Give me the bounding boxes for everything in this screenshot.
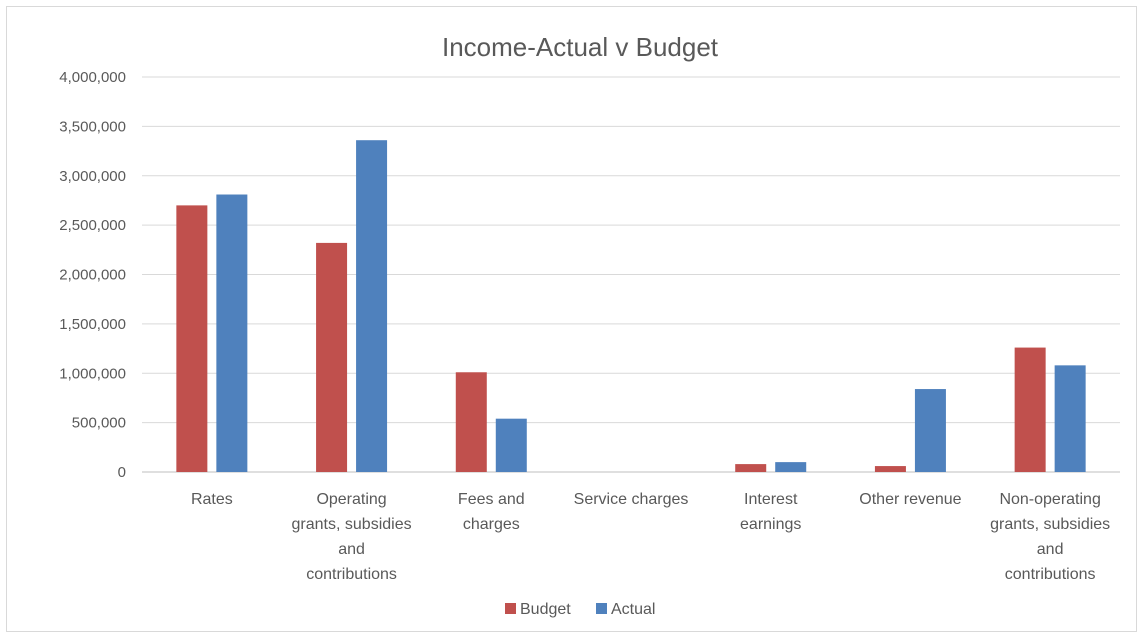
bar-budget — [874, 466, 906, 472]
bar-budget — [735, 464, 767, 472]
y-tick-label: 4,000,000 — [59, 69, 126, 86]
y-tick-label: 3,000,000 — [59, 168, 126, 185]
bar-budget — [316, 242, 348, 472]
x-category-label: Non-operating grants, subsidies and contrib… — [990, 491, 1110, 583]
x-category-label: Rates — [191, 491, 233, 508]
bar-budget — [1014, 347, 1046, 472]
bar-actual — [1054, 365, 1086, 472]
gridlines — [142, 76, 1120, 473]
x-category-label: Service charges — [574, 491, 689, 508]
y-axis-tick-labels: 4,000,000 3,500,000 3,000,000 2,500,000 2,00… — [59, 69, 126, 481]
x-axis-category-labels: Rates Operating grants, subsidies and contri… — [191, 491, 1110, 583]
bar-actual — [914, 389, 946, 472]
bar-actual — [356, 140, 388, 472]
bar-budget — [176, 205, 208, 472]
y-tick-label: 2,500,000 — [59, 217, 126, 234]
x-category-label: Other revenue — [859, 491, 961, 508]
bar-budget — [455, 372, 487, 472]
y-tick-label: 500,000 — [72, 415, 126, 432]
y-tick-label: 1,500,000 — [59, 316, 126, 333]
legend-label-actual: Actual — [611, 601, 655, 618]
x-category-label: Operating grants, subsidies and contributio… — [292, 491, 412, 583]
y-tick-label: 1,000,000 — [59, 365, 126, 382]
y-tick-label: 3,500,000 — [59, 118, 126, 135]
x-category-label: Fees and charges — [458, 491, 525, 533]
legend-label-budget: Budget — [520, 601, 571, 618]
y-tick-label: 2,000,000 — [59, 267, 126, 284]
bar-actual — [495, 418, 527, 472]
legend-swatch-budget — [505, 603, 516, 614]
bars — [176, 140, 1086, 472]
bar-actual — [775, 462, 807, 472]
x-category-label: Interest earnings — [740, 491, 801, 533]
legend-swatch-actual — [596, 603, 607, 614]
legend: Budget Actual — [505, 601, 655, 618]
bar-actual — [216, 194, 248, 472]
chart-title: Income-Actual v Budget — [442, 32, 719, 62]
y-tick-label: 0 — [118, 464, 126, 481]
